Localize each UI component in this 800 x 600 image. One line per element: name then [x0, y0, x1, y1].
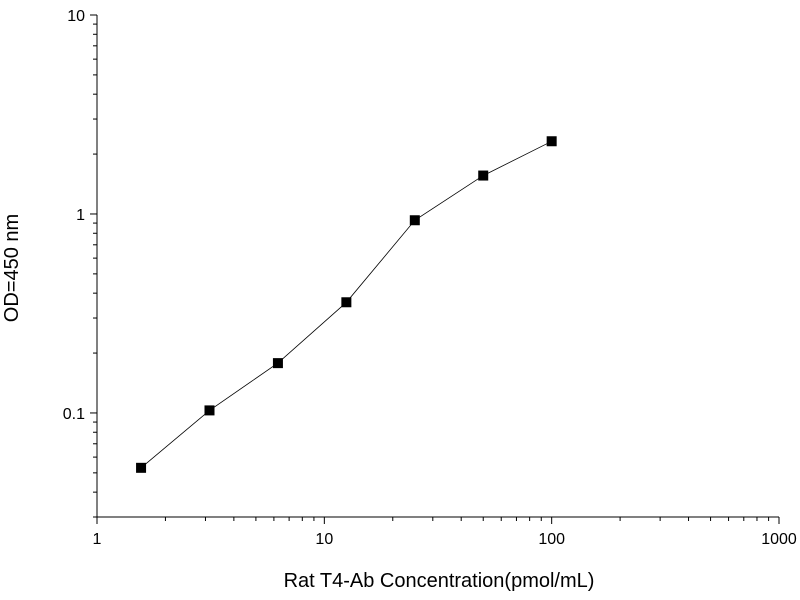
x-tick-label: 100 — [538, 531, 565, 548]
y-tick-label: 10 — [67, 8, 85, 25]
x-tick-label: 10 — [315, 531, 333, 548]
data-point — [341, 297, 352, 308]
x-axis-title: Rat T4-Ab Concentration(pmol/mL) — [284, 570, 595, 592]
y-tick-label: 1 — [76, 207, 85, 224]
y-tick-label: 0.1 — [63, 406, 85, 423]
x-tick-label: 1 — [93, 531, 102, 548]
data-point — [546, 136, 557, 147]
data-point — [204, 405, 215, 416]
tick-labels: 1 10 100 1000 0.1 1 10 — [63, 8, 797, 548]
x-tick-label: 1000 — [761, 531, 797, 548]
series — [136, 136, 557, 473]
data-point — [272, 358, 283, 369]
axes — [96, 15, 779, 518]
y-axis-title: OD=450 nm — [1, 214, 23, 322]
data-point — [478, 170, 489, 181]
data-point — [136, 462, 147, 473]
ticks — [90, 14, 780, 524]
data-point — [409, 215, 420, 226]
